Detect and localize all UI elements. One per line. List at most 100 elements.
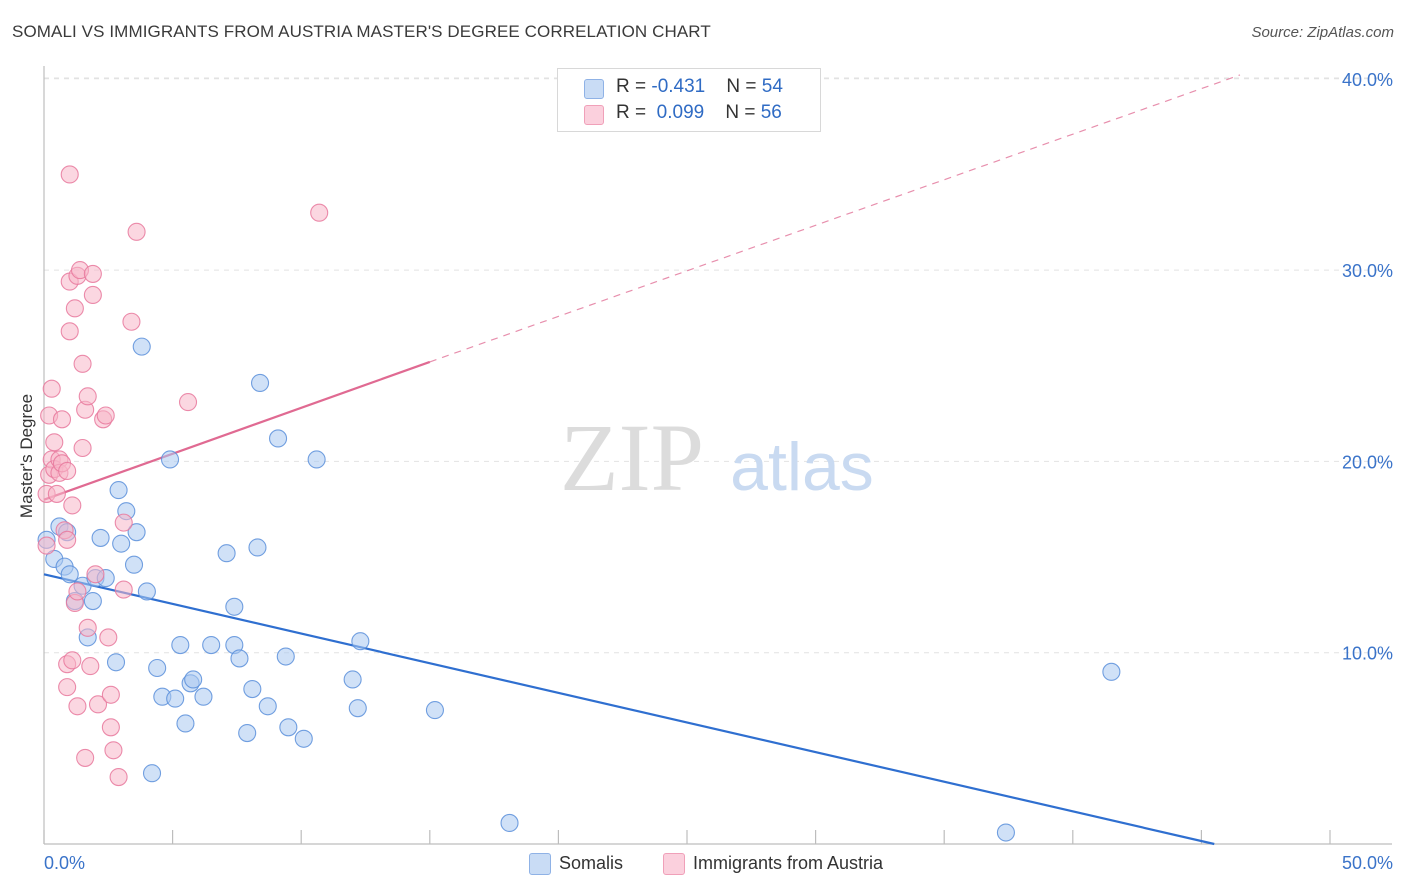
point-somalis — [225, 597, 244, 616]
point-somalis — [60, 565, 79, 584]
point-austria — [83, 285, 102, 305]
watermark-atlas: atlas — [730, 429, 874, 505]
point-austria — [63, 496, 82, 515]
point-somalis — [124, 555, 144, 574]
point-somalis — [294, 729, 313, 748]
gridlines — [44, 77, 1392, 654]
watermark-zip: ZIP — [560, 404, 704, 511]
r-label: R = — [616, 102, 652, 123]
point-austria — [86, 565, 105, 584]
point-somalis — [166, 689, 185, 708]
point-austria — [68, 697, 87, 716]
point-austria — [78, 618, 97, 637]
point-austria — [68, 582, 87, 601]
point-austria — [42, 379, 61, 398]
point-somalis — [176, 714, 195, 733]
point-somalis — [148, 658, 167, 678]
r-label: R = — [616, 76, 652, 97]
legend-swatch-austria — [584, 105, 604, 125]
point-austria — [88, 695, 108, 714]
point-somalis — [279, 718, 298, 737]
point-austria — [78, 387, 97, 406]
point-somalis — [1102, 662, 1121, 681]
point-somalis — [258, 697, 277, 716]
point-austria — [101, 685, 120, 704]
series-legend: Somalis Immigrants from Austria — [0, 851, 1406, 877]
legend-swatch-austria — [663, 853, 685, 875]
trend-line-somalis — [43, 573, 1215, 846]
point-somalis — [194, 687, 213, 706]
point-somalis — [137, 582, 156, 601]
watermark: ZIP atlas — [560, 404, 874, 511]
point-somalis — [269, 429, 288, 448]
point-somalis — [132, 337, 151, 356]
point-austria — [58, 678, 77, 697]
point-austria — [101, 718, 120, 737]
trend-line-extension — [429, 74, 1241, 363]
point-somalis — [996, 823, 1015, 842]
point-austria — [73, 438, 92, 458]
point-somalis — [109, 481, 128, 500]
x-tick-label: 50.0% — [1342, 853, 1393, 873]
point-austria — [114, 513, 133, 532]
point-austria — [96, 406, 115, 425]
y-tick-label: 40.0% — [1342, 70, 1393, 90]
point-somalis — [276, 647, 295, 666]
point-somalis — [500, 813, 519, 833]
source-credit: Source: ZipAtlas.com — [1251, 24, 1394, 41]
point-somalis — [160, 450, 180, 469]
y-tick-label: 30.0% — [1342, 261, 1393, 281]
tick-labels: 10.0% 20.0% 30.0% 40.0% 0.0% 50.0% — [44, 70, 1393, 873]
point-austria — [37, 536, 56, 555]
point-somalis — [217, 544, 236, 563]
trend-line-austria — [43, 360, 431, 501]
point-somalis — [348, 699, 367, 718]
point-somalis — [343, 670, 362, 689]
point-austria — [81, 657, 100, 676]
chart-title: SOMALI VS IMMIGRANTS FROM AUSTRIA MASTER… — [12, 22, 711, 41]
r-value: -0.431 — [651, 76, 706, 97]
y-tick-label: 10.0% — [1342, 644, 1393, 664]
n-value: 56 — [760, 102, 782, 123]
point-somalis — [248, 538, 267, 557]
point-austria — [83, 264, 102, 283]
point-somalis — [83, 591, 102, 611]
point-somalis — [127, 523, 146, 542]
point-austria — [99, 628, 118, 647]
point-somalis — [250, 373, 270, 393]
point-somalis — [112, 534, 131, 553]
legend-swatch-somalis — [529, 853, 551, 875]
point-somalis — [243, 679, 262, 699]
y-tick-label: 20.0% — [1342, 452, 1393, 472]
point-somalis — [142, 764, 162, 783]
r-value: 0.099 — [651, 102, 705, 123]
point-austria — [104, 741, 123, 760]
point-austria — [178, 393, 198, 412]
point-austria — [45, 433, 64, 452]
legend-label-austria: Immigrants from Austria — [693, 853, 884, 873]
legend-label-somalis: Somalis — [559, 853, 624, 873]
point-austria — [52, 410, 72, 429]
point-austria — [60, 322, 79, 341]
legend-swatch-somalis — [584, 79, 604, 99]
point-austria — [65, 299, 84, 318]
point-somalis — [425, 701, 444, 720]
point-somalis — [184, 670, 203, 689]
point-austria — [60, 165, 79, 184]
point-somalis — [238, 723, 257, 743]
point-austria — [58, 461, 77, 481]
point-austria — [127, 222, 146, 241]
point-somalis — [307, 450, 326, 469]
point-somalis — [351, 632, 370, 651]
point-austria — [76, 748, 95, 767]
x-tick-label: 0.0% — [44, 853, 85, 873]
point-austria — [73, 354, 92, 373]
point-austria — [310, 203, 329, 222]
point-somalis — [230, 649, 249, 668]
n-label: N = — [726, 76, 762, 97]
point-austria — [47, 484, 66, 503]
point-somalis — [171, 635, 190, 655]
point-austria — [63, 651, 82, 670]
point-somalis — [202, 635, 221, 655]
